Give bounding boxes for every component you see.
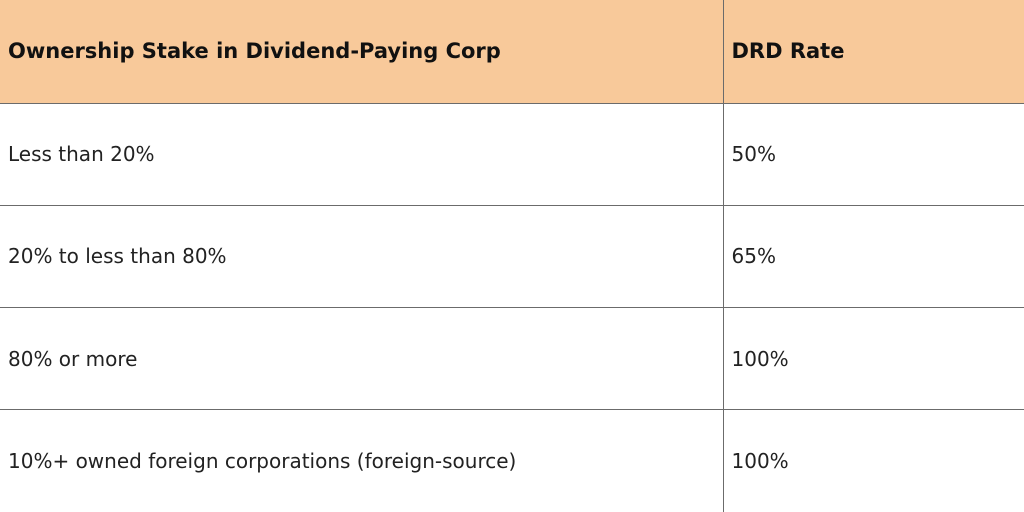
- ownership-stake-cell: 20% to less than 80%: [0, 204, 724, 309]
- drd-rate-cell: 100%: [722, 306, 1024, 411]
- table-body: Less than 20% 50% 20% to less than 80% 6…: [0, 102, 1024, 512]
- table-row: 20% to less than 80% 65%: [0, 204, 1024, 309]
- table-row: Less than 20% 50%: [0, 102, 1024, 206]
- table-row: 10%+ owned foreign corporations (foreign…: [0, 409, 1024, 512]
- ownership-stake-cell: 10%+ owned foreign corporations (foreign…: [0, 409, 724, 512]
- drd-rate-cell: 100%: [722, 409, 1024, 512]
- ownership-stake-cell: 80% or more: [0, 306, 724, 411]
- ownership-stake-cell: Less than 20%: [0, 102, 724, 206]
- header-ownership-stake: Ownership Stake in Dividend-Paying Corp: [0, 0, 724, 104]
- table-row: 80% or more 100%: [0, 306, 1024, 411]
- header-row: Ownership Stake in Dividend-Paying Corp …: [0, 0, 1024, 104]
- table-header: Ownership Stake in Dividend-Paying Corp …: [0, 0, 1024, 104]
- drd-rate-cell: 50%: [722, 102, 1024, 206]
- drd-rate-cell: 65%: [722, 204, 1024, 309]
- header-drd-rate: DRD Rate: [722, 0, 1024, 104]
